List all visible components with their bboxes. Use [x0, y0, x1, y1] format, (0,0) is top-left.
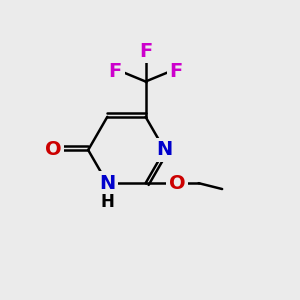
Text: F: F: [109, 62, 122, 81]
Text: O: O: [45, 140, 62, 160]
Text: F: F: [169, 62, 182, 81]
Text: F: F: [139, 42, 152, 61]
Text: N: N: [157, 140, 173, 160]
Text: O: O: [169, 174, 186, 193]
Text: H: H: [100, 193, 114, 211]
Text: N: N: [99, 174, 116, 193]
